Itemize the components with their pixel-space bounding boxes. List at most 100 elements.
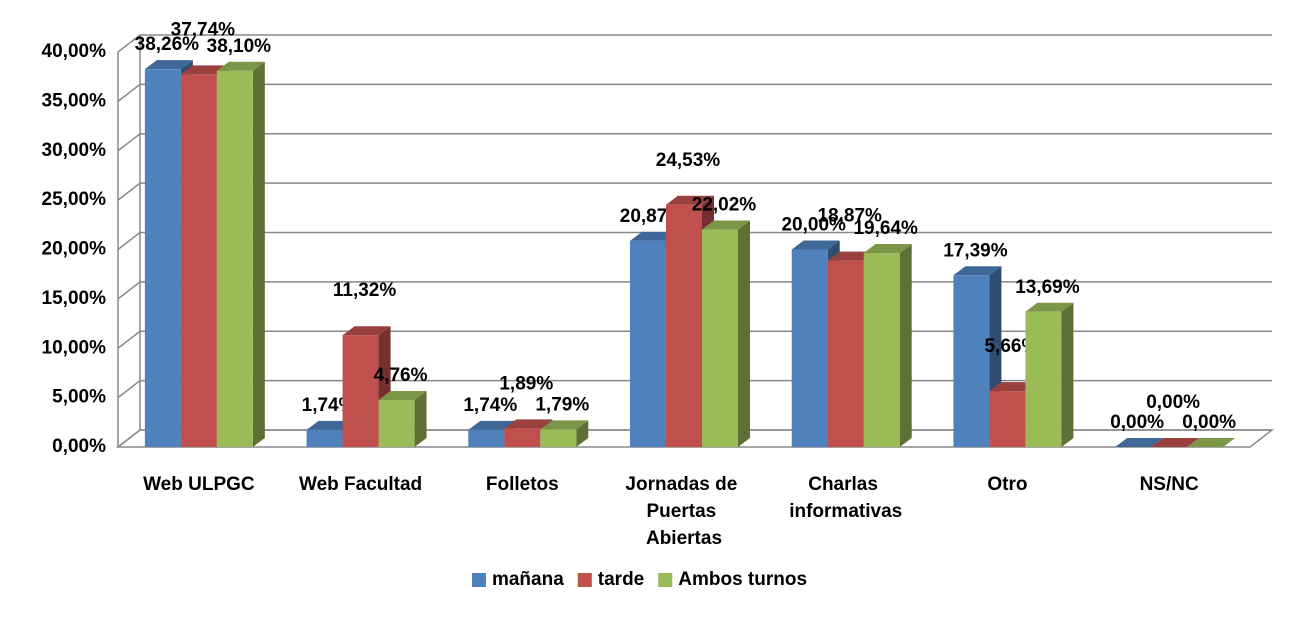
value-label: 0,00% xyxy=(1110,412,1164,433)
bar-top xyxy=(216,61,265,71)
bar-top xyxy=(540,420,589,430)
y-tick-label: 15,00% xyxy=(42,288,107,309)
value-label: 22,02% xyxy=(692,195,757,216)
bar xyxy=(180,74,217,447)
y-tick-label: 0,00% xyxy=(52,436,106,457)
bar xyxy=(1025,311,1062,447)
x-tick-label: Jornadas de Puertas Abiertas xyxy=(625,474,742,549)
y-tick-label: 30,00% xyxy=(42,140,107,161)
x-tick-line: Abiertas xyxy=(646,528,722,549)
bar-top xyxy=(702,220,750,230)
bar xyxy=(306,429,343,447)
grid-line xyxy=(117,231,1272,251)
bar-top xyxy=(144,60,193,70)
bar-top xyxy=(1115,438,1164,447)
bar xyxy=(342,335,379,447)
bar-group xyxy=(342,326,391,447)
value-label: 5,66% xyxy=(984,336,1038,357)
bar xyxy=(863,253,900,447)
bar-group xyxy=(863,244,912,447)
value-label: 38,26% xyxy=(135,34,200,55)
bar xyxy=(630,240,666,447)
x-tick-line: Folletos xyxy=(486,474,559,495)
value-label: 19,64% xyxy=(853,218,918,239)
value-label: 0,00% xyxy=(1182,412,1236,433)
bar-top xyxy=(468,420,517,430)
bar-group xyxy=(1151,438,1200,447)
value-label: 1,89% xyxy=(499,373,553,394)
x-tick-line: Charlas xyxy=(808,474,883,495)
value-label: 13,69% xyxy=(1015,277,1080,298)
grid-line xyxy=(117,83,1272,102)
value-label: 1,79% xyxy=(535,394,589,415)
x-tick-label: Charlas informativas xyxy=(789,474,902,522)
legend-swatch xyxy=(471,573,486,587)
value-label: 38,10% xyxy=(207,36,272,57)
bar xyxy=(666,204,702,447)
grid-line xyxy=(117,133,1272,152)
bar-group xyxy=(1115,438,1164,447)
grid-line xyxy=(117,182,1272,201)
bar xyxy=(791,249,828,447)
legend-label: mañana xyxy=(492,569,564,590)
value-label: 20,00% xyxy=(781,215,846,236)
value-label: 0,00% xyxy=(1146,392,1200,413)
value-label: 1,74% xyxy=(463,395,517,416)
bar xyxy=(540,429,577,447)
bar xyxy=(468,429,505,447)
bar-top xyxy=(953,266,1002,276)
bar-top xyxy=(791,240,840,250)
x-tick-label: Otro xyxy=(987,474,1027,495)
x-tick-label: Web Facultad xyxy=(299,474,422,495)
bar-side xyxy=(899,244,912,447)
bar-side xyxy=(414,390,427,447)
x-tick-line: NS/NC xyxy=(1140,474,1199,495)
bar xyxy=(989,391,1026,447)
bar xyxy=(144,69,181,448)
value-label: 18,87% xyxy=(817,206,882,227)
bar-top xyxy=(1025,302,1074,312)
x-tick-line: Web ULPGC xyxy=(143,474,255,495)
y-tick-label: 10,00% xyxy=(42,337,107,358)
bar-top xyxy=(378,390,427,400)
bar-side xyxy=(1061,302,1074,447)
bar-side xyxy=(576,420,589,447)
y-tick-label: 5,00% xyxy=(52,387,106,408)
bar-top xyxy=(342,326,391,336)
bar xyxy=(378,399,415,447)
x-tick-line: Jornadas de xyxy=(625,474,742,495)
grid-line xyxy=(117,34,1272,53)
y-tick-label: 40,00% xyxy=(42,41,107,62)
bar-side xyxy=(738,220,750,447)
x-tick-line: Puertas xyxy=(647,501,722,522)
value-label: 17,39% xyxy=(943,240,1008,261)
value-label: 11,32% xyxy=(333,280,396,301)
bar-group xyxy=(1025,302,1074,447)
bar xyxy=(216,70,253,447)
x-tick-line: Otro xyxy=(987,474,1027,495)
value-label: 4,76% xyxy=(374,365,428,386)
bar-group xyxy=(702,220,750,447)
value-label: 1,74% xyxy=(302,395,356,416)
legend-label: Ambos turnos xyxy=(678,569,807,590)
bar xyxy=(504,428,541,447)
bar-side xyxy=(252,61,265,447)
x-tick-line: Web Facultad xyxy=(299,474,422,495)
bar-top xyxy=(1151,438,1200,447)
x-tick-label: Folletos xyxy=(486,474,559,495)
y-tick-label: 25,00% xyxy=(42,189,107,210)
x-tick-label: NS/NC xyxy=(1140,474,1199,495)
bar-top xyxy=(1187,438,1236,447)
legend-swatch xyxy=(577,573,592,587)
bar-group xyxy=(540,420,589,447)
bar-group xyxy=(216,61,265,447)
bar-top xyxy=(863,244,912,254)
legend-label: tarde xyxy=(598,569,644,590)
x-tick-line: informativas xyxy=(789,501,902,522)
y-tick-label: 35,00% xyxy=(42,90,107,111)
bar xyxy=(827,260,864,447)
bar-top xyxy=(504,419,553,429)
bar-group xyxy=(1187,438,1236,447)
bar-top xyxy=(666,195,714,205)
